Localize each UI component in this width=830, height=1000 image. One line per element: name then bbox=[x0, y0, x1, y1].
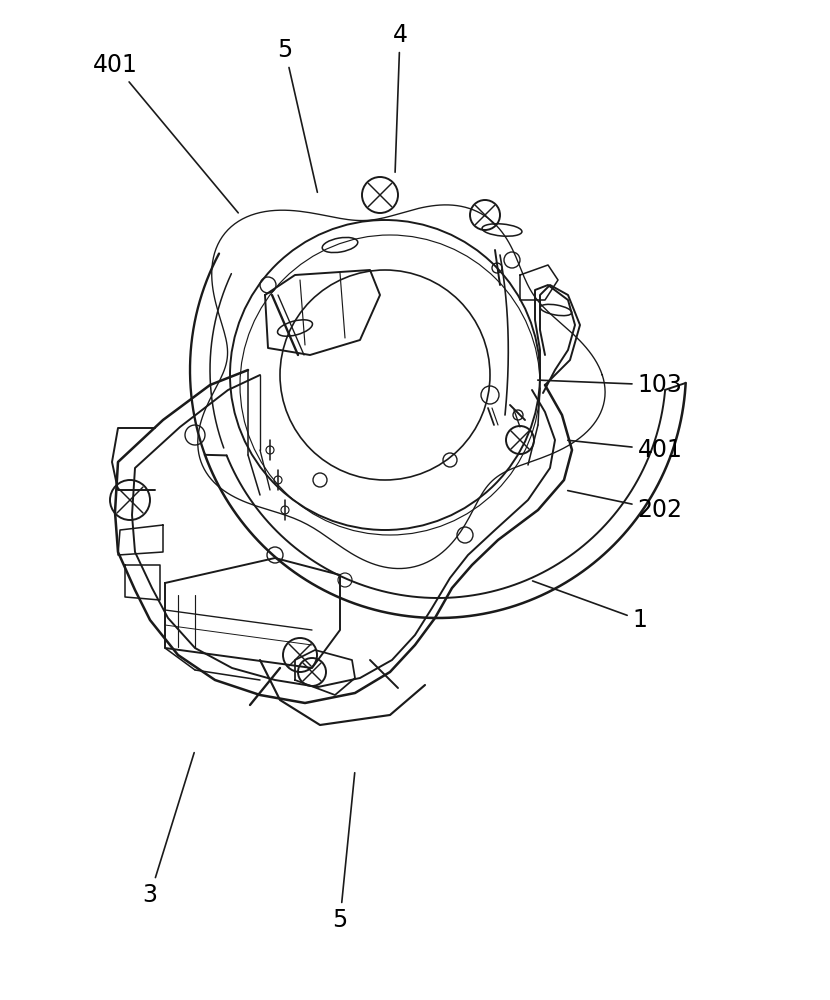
Text: 4: 4 bbox=[393, 23, 408, 172]
Text: 202: 202 bbox=[568, 491, 682, 522]
Text: 3: 3 bbox=[143, 753, 194, 907]
Text: 5: 5 bbox=[332, 773, 354, 932]
Text: 401: 401 bbox=[93, 53, 238, 213]
Text: 103: 103 bbox=[538, 373, 682, 397]
Text: 1: 1 bbox=[533, 581, 647, 632]
Text: 401: 401 bbox=[568, 438, 682, 462]
Text: 5: 5 bbox=[277, 38, 317, 192]
